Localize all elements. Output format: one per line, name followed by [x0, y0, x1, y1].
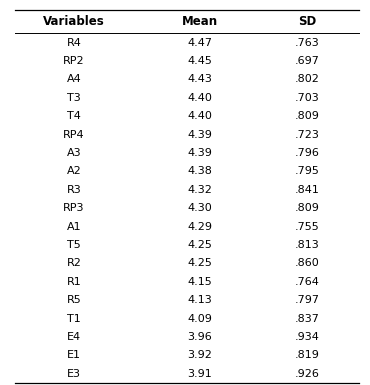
Text: 4.13: 4.13 — [188, 295, 212, 305]
Text: .934: .934 — [295, 332, 320, 342]
Text: 3.96: 3.96 — [188, 332, 212, 342]
Text: 4.25: 4.25 — [187, 240, 212, 250]
Text: .809: .809 — [295, 111, 320, 121]
Text: T5: T5 — [67, 240, 81, 250]
Text: Mean: Mean — [182, 15, 218, 28]
Text: T4: T4 — [67, 111, 81, 121]
Text: .797: .797 — [295, 295, 320, 305]
Text: .763: .763 — [295, 38, 319, 48]
Text: 4.38: 4.38 — [187, 166, 212, 176]
Text: 4.47: 4.47 — [187, 38, 212, 48]
Text: R2: R2 — [67, 258, 81, 268]
Text: Variables: Variables — [43, 15, 105, 28]
Text: T3: T3 — [67, 93, 81, 103]
Text: .697: .697 — [295, 56, 320, 66]
Text: A3: A3 — [67, 148, 81, 158]
Text: R3: R3 — [67, 185, 81, 195]
Text: .802: .802 — [295, 74, 320, 84]
Text: 4.15: 4.15 — [188, 277, 212, 287]
Text: 4.09: 4.09 — [187, 314, 212, 324]
Text: 4.43: 4.43 — [187, 74, 212, 84]
Text: 4.39: 4.39 — [187, 130, 212, 140]
Text: .926: .926 — [295, 369, 320, 379]
Text: .796: .796 — [295, 148, 320, 158]
Text: R4: R4 — [67, 38, 81, 48]
Text: SD: SD — [298, 15, 316, 28]
Text: .795: .795 — [295, 166, 320, 176]
Text: 3.91: 3.91 — [188, 369, 212, 379]
Text: .755: .755 — [295, 222, 319, 232]
Text: A2: A2 — [67, 166, 81, 176]
Text: R5: R5 — [67, 295, 81, 305]
Text: .764: .764 — [295, 277, 320, 287]
Text: .809: .809 — [295, 203, 320, 213]
Text: 4.40: 4.40 — [187, 111, 212, 121]
Text: 4.45: 4.45 — [187, 56, 212, 66]
Text: 3.92: 3.92 — [187, 350, 212, 360]
Text: .819: .819 — [295, 350, 320, 360]
Text: 4.25: 4.25 — [187, 258, 212, 268]
Text: 4.40: 4.40 — [187, 93, 212, 103]
Text: T1: T1 — [67, 314, 81, 324]
Text: .813: .813 — [295, 240, 319, 250]
Text: .841: .841 — [295, 185, 320, 195]
Text: .723: .723 — [295, 130, 320, 140]
Text: .703: .703 — [295, 93, 319, 103]
Text: 4.29: 4.29 — [187, 222, 212, 232]
Text: RP4: RP4 — [63, 130, 85, 140]
Text: R1: R1 — [67, 277, 81, 287]
Text: E1: E1 — [67, 350, 81, 360]
Text: E4: E4 — [67, 332, 81, 342]
Text: RP3: RP3 — [63, 203, 85, 213]
Text: 4.39: 4.39 — [187, 148, 212, 158]
Text: 4.32: 4.32 — [187, 185, 212, 195]
Text: .860: .860 — [295, 258, 319, 268]
Text: .837: .837 — [295, 314, 320, 324]
Text: A4: A4 — [67, 74, 81, 84]
Text: 4.30: 4.30 — [188, 203, 212, 213]
Text: E3: E3 — [67, 369, 81, 379]
Text: RP2: RP2 — [63, 56, 85, 66]
Text: A1: A1 — [67, 222, 81, 232]
